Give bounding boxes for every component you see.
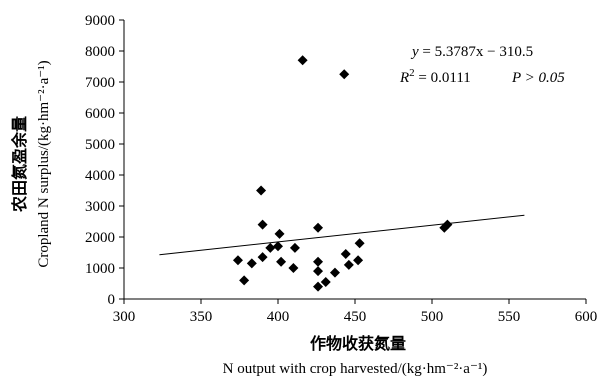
- data-point: [289, 242, 300, 253]
- data-point: [442, 219, 453, 230]
- y-tick-label: 0: [108, 292, 116, 308]
- data-point: [340, 249, 351, 260]
- data-point: [257, 219, 268, 230]
- data-point: [313, 222, 324, 233]
- y-axis-title-en: Cropland N surplus/(kg·hm⁻²·a⁻¹): [36, 60, 52, 267]
- points-layer: [232, 55, 453, 292]
- data-point: [273, 241, 283, 252]
- data-point: [320, 276, 331, 287]
- y-tick-label: 7000: [85, 75, 115, 91]
- y-tick-label: 2000: [85, 230, 115, 246]
- data-point: [343, 259, 354, 270]
- data-point: [288, 263, 299, 273]
- x-axis-title-cn: 作物收获氮量: [310, 334, 406, 353]
- y-tick-label: 5000: [85, 137, 115, 153]
- data-point: [313, 256, 324, 267]
- x-tick-label: 400: [267, 309, 290, 325]
- y-tick-label: 6000: [85, 106, 115, 122]
- x-axis-title-en: N output with crop harvested/(kg·hm⁻²·a⁻…: [223, 361, 488, 377]
- y-tick-label: 3000: [85, 199, 115, 215]
- y-tick-label: 9000: [85, 13, 115, 29]
- r2-annotation: R2 = 0.0111: [399, 67, 471, 86]
- data-point: [257, 252, 268, 263]
- data-point: [246, 258, 257, 269]
- x-tick-label: 350: [190, 309, 213, 325]
- data-point: [353, 255, 364, 266]
- data-point: [256, 185, 267, 196]
- x-tick-label: 500: [421, 309, 444, 325]
- data-point: [313, 281, 324, 292]
- plot-area: [123, 20, 586, 300]
- y-tick-label: 8000: [85, 44, 115, 60]
- data-point: [239, 275, 250, 286]
- data-point: [354, 238, 365, 249]
- y-tick-label: 4000: [85, 168, 115, 184]
- x-tick-label: 450: [344, 309, 367, 325]
- data-point: [232, 255, 243, 266]
- data-point: [339, 69, 350, 80]
- trendline: [159, 214, 525, 256]
- data-point: [276, 256, 287, 267]
- p-annotation: P > 0.05: [511, 70, 565, 86]
- data-point: [329, 267, 340, 278]
- ticks-layer: 0 1000 2000 3000 4000 5000 6000 7000 8000 9000 300…: [85, 13, 597, 325]
- data-point: [297, 55, 308, 66]
- data-point: [265, 242, 276, 253]
- x-tick-label: 300: [113, 309, 136, 325]
- equation-annotation: y = 5.3787x − 310.5: [410, 44, 533, 60]
- x-tick-label: 600: [575, 309, 598, 325]
- y-axis-title-cn: 农田氮盈余量: [10, 116, 29, 213]
- trendline-layer: [159, 214, 525, 256]
- x-tick-label: 550: [498, 309, 521, 325]
- y-tick-label: 1000: [85, 261, 115, 277]
- data-point: [313, 266, 324, 277]
- data-point: [274, 228, 285, 239]
